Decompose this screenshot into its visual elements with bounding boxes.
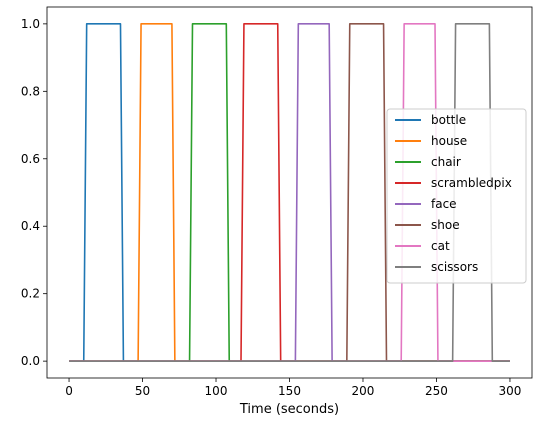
y-axis-ticks: 0.0 0.2 0.4 0.6 0.8 1.0 [21, 17, 47, 368]
series-layer [69, 23, 510, 362]
y-tick-label: 0.4 [21, 219, 40, 233]
x-tick-label: 50 [135, 384, 150, 398]
legend: bottle house chair scrambledpix face shoe cat s… [386, 108, 527, 284]
y-tick-label: 0.6 [21, 152, 40, 166]
y-tick-label: 0.2 [21, 287, 40, 301]
x-tick-label: 300 [499, 384, 522, 398]
legend-label: bottle [431, 113, 466, 127]
x-tick-label: 200 [352, 384, 375, 398]
legend-label: shoe [431, 218, 460, 232]
legend-label: house [431, 134, 467, 148]
legend-label: scrambledpix [431, 176, 512, 190]
legend-label: chair [431, 155, 461, 169]
x-tick-label: 0 [65, 384, 73, 398]
x-axis-label: Time (seconds) [239, 402, 339, 417]
legend-box [386, 108, 527, 284]
x-tick-label: 100 [205, 384, 228, 398]
x-axis-ticks: 0 50 100 150 200 250 300 [65, 378, 521, 398]
legend-label: face [431, 197, 457, 211]
y-tick-label: 0.0 [21, 354, 40, 368]
x-tick-label: 250 [425, 384, 448, 398]
legend-label: cat [431, 239, 450, 253]
series-line-scissors [69, 23, 510, 362]
legend-label: scissors [431, 260, 478, 274]
y-tick-label: 1.0 [21, 17, 40, 31]
x-tick-label: 150 [278, 384, 301, 398]
y-tick-label: 0.8 [21, 84, 40, 98]
